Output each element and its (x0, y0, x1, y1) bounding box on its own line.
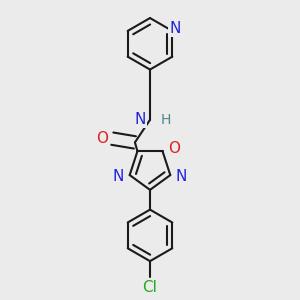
Text: N: N (169, 21, 181, 36)
Text: H: H (161, 113, 171, 127)
Text: N: N (135, 112, 146, 127)
Text: N: N (113, 169, 124, 184)
Text: N: N (176, 169, 187, 184)
Text: O: O (97, 131, 109, 146)
Text: Cl: Cl (142, 280, 158, 295)
Text: O: O (168, 141, 180, 156)
